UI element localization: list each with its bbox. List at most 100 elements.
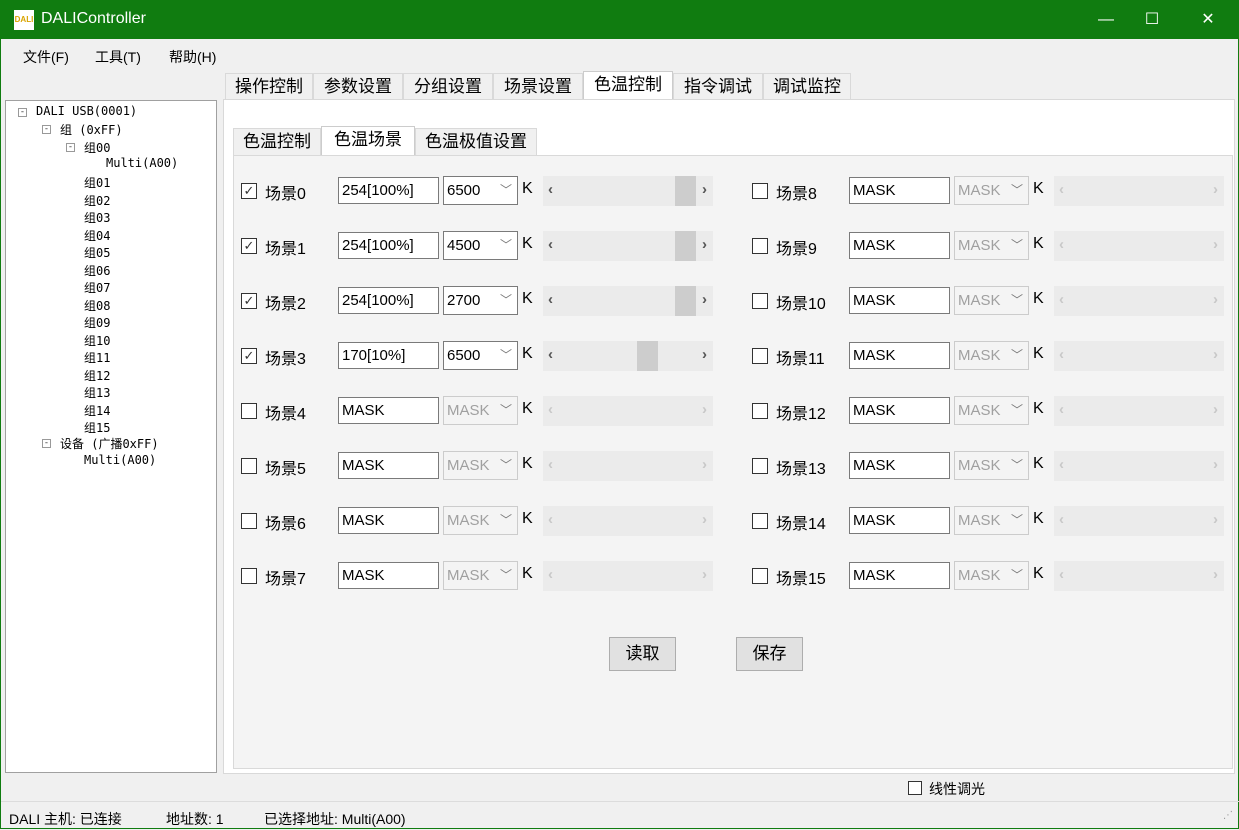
tab-0[interactable]: 操作控制 (225, 73, 313, 100)
scroll-left-icon[interactable]: ‹ (1059, 291, 1064, 308)
scene-level-slider[interactable]: ‹ › (1054, 451, 1224, 481)
subtab-1[interactable]: 色温场景 (321, 126, 415, 155)
tree-device[interactable]: Multi(A00) (84, 453, 157, 467)
scroll-right-icon[interactable]: › (1213, 346, 1218, 363)
scene-checkbox[interactable] (752, 403, 768, 419)
scene-checkbox[interactable]: ✓ (241, 238, 257, 254)
scroll-right-icon[interactable]: › (702, 346, 707, 363)
scroll-left-icon[interactable]: ‹ (548, 181, 553, 198)
scene-cct-select[interactable]: 2700 ﹀ (443, 286, 518, 315)
scroll-left-icon[interactable]: ‹ (548, 236, 553, 253)
scroll-left-icon[interactable]: ‹ (1059, 346, 1064, 363)
save-button[interactable]: 保存 (736, 637, 803, 671)
scene-level-slider[interactable]: ‹ › (543, 286, 713, 316)
scene-checkbox[interactable] (241, 403, 257, 419)
menu-tools[interactable]: 工具(T) (95, 49, 141, 65)
tree-devices[interactable]: 设备 (广播0xFF) (60, 437, 159, 451)
menu-file[interactable]: 文件(F) (23, 49, 69, 65)
scene-checkbox[interactable] (752, 183, 768, 199)
scene-level-slider[interactable]: ‹ › (543, 561, 713, 591)
scene-checkbox[interactable] (752, 513, 768, 529)
scroll-left-icon[interactable]: ‹ (548, 566, 553, 583)
scene-cct-select[interactable]: MASK ﹀ (954, 176, 1029, 205)
scene-level-slider[interactable]: ‹ › (543, 231, 713, 261)
scene-level-input[interactable]: 254[100%] (338, 287, 439, 314)
scene-level-input[interactable]: MASK (338, 562, 439, 589)
slider-thumb[interactable] (675, 286, 696, 316)
scene-cct-select[interactable]: MASK ﹀ (443, 396, 518, 425)
collapse-icon[interactable]: - (42, 438, 51, 448)
scene-level-slider[interactable]: ‹ › (1054, 231, 1224, 261)
tree-root[interactable]: DALI USB(0001) (36, 104, 138, 118)
scene-cct-select[interactable]: MASK ﹀ (443, 506, 518, 535)
device-tree[interactable]: - DALI USB(0001) - 组 (0xFF) - 组00 Multi(… (5, 100, 217, 773)
scroll-left-icon[interactable]: ‹ (548, 291, 553, 308)
scene-level-slider[interactable]: ‹ › (543, 451, 713, 481)
linear-dimming-checkbox[interactable] (908, 781, 922, 795)
scene-cct-select[interactable]: MASK ﹀ (954, 396, 1029, 425)
collapse-icon[interactable]: - (66, 142, 75, 152)
scroll-right-icon[interactable]: › (702, 566, 707, 583)
scene-cct-select[interactable]: MASK ﹀ (954, 231, 1029, 260)
scene-level-input[interactable]: MASK (849, 287, 950, 314)
scene-level-input[interactable]: MASK (849, 452, 950, 479)
scroll-right-icon[interactable]: › (702, 401, 707, 418)
scroll-right-icon[interactable]: › (1213, 291, 1218, 308)
slider-thumb[interactable] (675, 176, 696, 206)
scroll-left-icon[interactable]: ‹ (1059, 511, 1064, 528)
tab-4[interactable]: 色温控制 (583, 71, 673, 100)
scene-level-input[interactable]: 170[10%] (338, 342, 439, 369)
tree-group[interactable]: 组04 (84, 228, 111, 243)
scroll-right-icon[interactable]: › (702, 511, 707, 528)
scene-level-slider[interactable]: ‹ › (543, 396, 713, 426)
scroll-left-icon[interactable]: ‹ (1059, 181, 1064, 198)
scroll-left-icon[interactable]: ‹ (1059, 566, 1064, 583)
scene-cct-select[interactable]: MASK ﹀ (954, 341, 1029, 370)
scroll-right-icon[interactable]: › (702, 236, 707, 253)
scene-level-input[interactable]: MASK (338, 452, 439, 479)
scene-cct-select[interactable]: MASK ﹀ (954, 561, 1029, 590)
slider-thumb[interactable] (675, 231, 696, 261)
scroll-left-icon[interactable]: ‹ (548, 456, 553, 473)
scene-checkbox[interactable] (752, 458, 768, 474)
tab-3[interactable]: 场景设置 (493, 73, 583, 100)
scene-level-slider[interactable]: ‹ › (543, 341, 713, 371)
scene-level-input[interactable]: 254[100%] (338, 232, 439, 259)
resize-grip-icon[interactable]: ⋰ (1223, 810, 1233, 821)
tree-group[interactable]: 组05 (84, 246, 111, 260)
scene-cct-select[interactable]: MASK ﹀ (443, 561, 518, 590)
scene-checkbox[interactable] (752, 348, 768, 364)
scene-level-slider[interactable]: ‹ › (1054, 176, 1224, 206)
scroll-left-icon[interactable]: ‹ (548, 346, 553, 363)
tree-group00[interactable]: 组00 (84, 141, 111, 155)
scene-level-slider[interactable]: ‹ › (1054, 286, 1224, 316)
tree-group[interactable]: 组15 (84, 421, 111, 435)
scene-cct-select[interactable]: MASK ﹀ (954, 286, 1029, 315)
scene-checkbox[interactable]: ✓ (241, 183, 257, 199)
scene-level-slider[interactable]: ‹ › (1054, 506, 1224, 536)
tab-2[interactable]: 分组设置 (403, 73, 493, 100)
scene-level-slider[interactable]: ‹ › (1054, 561, 1224, 591)
scroll-left-icon[interactable]: ‹ (1059, 401, 1064, 418)
scene-level-input[interactable]: MASK (849, 342, 950, 369)
scene-level-slider[interactable]: ‹ › (1054, 341, 1224, 371)
subtab-0[interactable]: 色温控制 (233, 128, 321, 155)
tree-group[interactable]: 组12 (84, 368, 111, 383)
scroll-right-icon[interactable]: › (1213, 566, 1218, 583)
scroll-right-icon[interactable]: › (702, 291, 707, 308)
tree-group[interactable]: 组02 (84, 193, 111, 208)
tree-group[interactable]: 组08 (84, 298, 111, 313)
scroll-right-icon[interactable]: › (1213, 181, 1218, 198)
scroll-left-icon[interactable]: ‹ (1059, 236, 1064, 253)
tab-1[interactable]: 参数设置 (313, 73, 403, 100)
scene-level-input[interactable]: MASK (849, 507, 950, 534)
subtab-2[interactable]: 色温极值设置 (415, 128, 537, 155)
collapse-icon[interactable]: - (42, 124, 51, 134)
tree-group[interactable]: 组13 (84, 386, 111, 400)
scene-level-slider[interactable]: ‹ › (543, 176, 713, 206)
scroll-right-icon[interactable]: › (1213, 456, 1218, 473)
scene-checkbox[interactable] (241, 513, 257, 529)
scene-checkbox[interactable]: ✓ (241, 293, 257, 309)
scene-level-input[interactable]: MASK (849, 232, 950, 259)
scene-checkbox[interactable] (752, 238, 768, 254)
